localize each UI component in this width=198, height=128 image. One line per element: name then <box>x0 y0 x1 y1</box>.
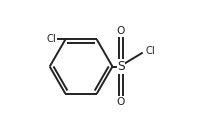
Text: Cl: Cl <box>46 34 56 44</box>
Text: S: S <box>117 60 125 73</box>
Text: Cl: Cl <box>145 46 155 56</box>
Text: O: O <box>117 97 125 107</box>
Text: O: O <box>117 26 125 36</box>
